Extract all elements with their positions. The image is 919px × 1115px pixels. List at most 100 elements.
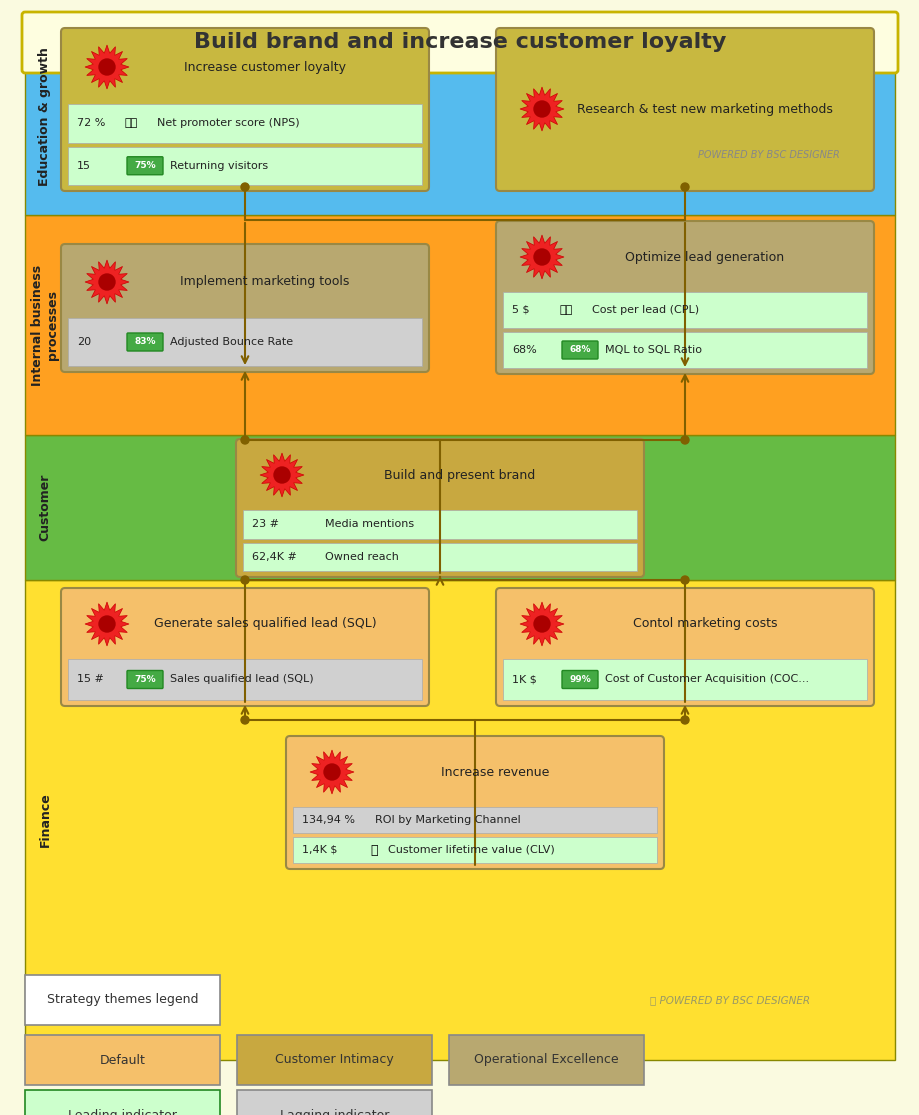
Text: Increase revenue: Increase revenue	[440, 766, 549, 778]
Text: Customer Intimacy: Customer Intimacy	[275, 1054, 393, 1067]
Text: Default: Default	[99, 1054, 145, 1067]
Circle shape	[99, 615, 115, 632]
Circle shape	[680, 576, 688, 584]
Circle shape	[680, 183, 688, 191]
Bar	[68, 104, 422, 143]
Circle shape	[320, 760, 344, 784]
FancyBboxPatch shape	[127, 670, 163, 688]
Polygon shape	[519, 87, 563, 130]
Circle shape	[241, 183, 249, 191]
FancyBboxPatch shape	[495, 221, 873, 374]
Bar	[243, 510, 636, 539]
Text: 99%: 99%	[569, 675, 590, 683]
Text: 15 #: 15 #	[77, 675, 104, 685]
Circle shape	[533, 249, 550, 265]
Bar	[25, 580, 894, 1060]
Text: Education & growth: Education & growth	[39, 48, 51, 186]
FancyBboxPatch shape	[562, 341, 597, 359]
Bar	[25, 975, 220, 1025]
Text: Finance: Finance	[39, 793, 51, 847]
Text: Generate sales qualified lead (SQL): Generate sales qualified lead (SQL)	[153, 618, 376, 630]
Text: 🌱 POWERED BY BSC DESIGNER: 🌱 POWERED BY BSC DESIGNER	[650, 995, 810, 1005]
Text: Adjusted Bounce Rate: Adjusted Bounce Rate	[170, 337, 293, 347]
Text: Implement marketing tools: Implement marketing tools	[180, 275, 349, 289]
Text: Optimize lead generation: Optimize lead generation	[625, 251, 784, 263]
Text: Media mentions: Media mentions	[324, 520, 414, 530]
FancyBboxPatch shape	[61, 244, 428, 372]
Bar	[68, 659, 422, 700]
Circle shape	[533, 615, 550, 632]
Text: 15: 15	[77, 161, 91, 171]
Circle shape	[95, 270, 119, 294]
Text: 72 %: 72 %	[77, 118, 106, 128]
Text: Strategy themes legend: Strategy themes legend	[47, 993, 198, 1007]
Text: 🌱📍: 🌱📍	[560, 306, 573, 316]
Text: 75%: 75%	[134, 162, 155, 171]
Polygon shape	[519, 602, 563, 646]
Text: Net promoter score (NPS): Net promoter score (NPS)	[157, 118, 300, 128]
Text: Customer lifetime value (CLV): Customer lifetime value (CLV)	[388, 845, 554, 855]
Circle shape	[529, 245, 553, 269]
Circle shape	[269, 463, 294, 487]
Text: 📈: 📈	[369, 844, 377, 856]
Text: 68%: 68%	[512, 345, 536, 355]
Bar	[25, 215, 894, 435]
Text: 62,4K #: 62,4K #	[252, 552, 297, 562]
Polygon shape	[519, 235, 563, 279]
Text: Owned reach: Owned reach	[324, 552, 399, 562]
Text: 20: 20	[77, 337, 91, 347]
Bar	[237, 1090, 432, 1115]
Text: 68%: 68%	[569, 346, 590, 355]
Text: Internal business
processes: Internal business processes	[31, 264, 59, 386]
Text: Returning visitors: Returning visitors	[170, 161, 267, 171]
Bar	[503, 659, 866, 700]
Text: 23 #: 23 #	[252, 520, 278, 530]
FancyBboxPatch shape	[127, 333, 163, 351]
Text: Build and present brand: Build and present brand	[384, 468, 535, 482]
Circle shape	[680, 436, 688, 444]
Bar	[292, 807, 656, 833]
Bar	[68, 146, 422, 185]
Bar	[292, 837, 656, 863]
Polygon shape	[85, 45, 129, 89]
Text: 1,4K $: 1,4K $	[301, 845, 337, 855]
Bar	[237, 1035, 432, 1085]
Text: Research & test new marketing methods: Research & test new marketing methods	[576, 103, 832, 116]
Text: 83%: 83%	[134, 338, 155, 347]
Text: Sales qualified lead (SQL): Sales qualified lead (SQL)	[170, 675, 313, 685]
Circle shape	[95, 612, 119, 636]
Text: Cost of Customer Acquisition (COC...: Cost of Customer Acquisition (COC...	[605, 675, 808, 685]
Bar	[25, 20, 894, 215]
Circle shape	[241, 716, 249, 724]
Polygon shape	[85, 260, 129, 304]
Polygon shape	[85, 602, 129, 646]
FancyBboxPatch shape	[286, 736, 664, 869]
Circle shape	[99, 274, 115, 290]
Text: Lagging indicator: Lagging indicator	[279, 1108, 389, 1115]
Text: 5 $: 5 $	[512, 306, 529, 316]
Bar	[25, 1035, 220, 1085]
FancyBboxPatch shape	[495, 28, 873, 191]
FancyBboxPatch shape	[61, 28, 428, 191]
Bar	[503, 292, 866, 328]
Text: Contol marketing costs: Contol marketing costs	[632, 618, 777, 630]
Text: 134,94 %: 134,94 %	[301, 815, 355, 825]
Text: POWERED BY BSC DESIGNER: POWERED BY BSC DESIGNER	[698, 151, 839, 159]
Bar	[25, 1090, 220, 1115]
Circle shape	[241, 436, 249, 444]
Text: ROI by Marketing Channel: ROI by Marketing Channel	[375, 815, 520, 825]
Text: Build brand and increase customer loyalty: Build brand and increase customer loyalt…	[194, 32, 725, 52]
Circle shape	[533, 101, 550, 117]
Text: 75%: 75%	[134, 675, 155, 683]
Text: Operational Excellence: Operational Excellence	[473, 1054, 618, 1067]
FancyBboxPatch shape	[236, 439, 643, 576]
FancyBboxPatch shape	[22, 12, 897, 72]
Text: Cost per lead (CPL): Cost per lead (CPL)	[591, 306, 698, 316]
Circle shape	[323, 764, 340, 780]
FancyBboxPatch shape	[61, 588, 428, 706]
Circle shape	[99, 59, 115, 75]
Text: Leading indicator: Leading indicator	[68, 1108, 176, 1115]
Circle shape	[529, 97, 553, 122]
Text: 1K $: 1K $	[512, 675, 536, 685]
Bar	[243, 543, 636, 571]
